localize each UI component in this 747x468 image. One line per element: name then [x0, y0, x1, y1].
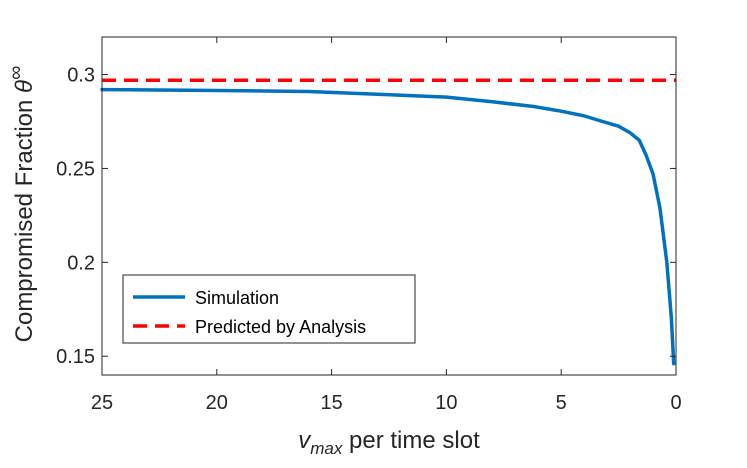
y-tick-label: 0.2 [67, 252, 95, 274]
x-tick-label: 20 [206, 392, 228, 414]
x-axis-label: vmax per time slot [298, 427, 480, 458]
x-tick-label: 15 [320, 392, 342, 414]
plot-data-layer [100, 78, 676, 366]
x-tick-label: 5 [556, 392, 567, 414]
legend-label: Simulation [195, 288, 279, 308]
axes-box [101, 36, 677, 376]
y-tick-label: 0.3 [67, 65, 95, 87]
y-tick-label: 0.15 [56, 346, 95, 368]
x-tick-label: 0 [670, 392, 681, 414]
series-line-simulation [100, 87, 676, 366]
x-tick-label: 25 [91, 392, 113, 414]
tick-layer: 25 20 15 10 5 0 0.15 0.2 0.25 0.3 [56, 37, 682, 414]
label-layer: vmax per time slot Compromised Fraction θ… [5, 66, 480, 458]
y-axis-label: Compromised Fraction θ∞ [5, 66, 38, 343]
legend-box [122, 274, 416, 344]
legend-label: Predicted by Analysis [195, 317, 366, 337]
legend: Simulation Predicted by Analysis [122, 274, 416, 344]
y-tick-label: 0.25 [56, 158, 95, 180]
x-tick-label: 10 [435, 392, 457, 414]
